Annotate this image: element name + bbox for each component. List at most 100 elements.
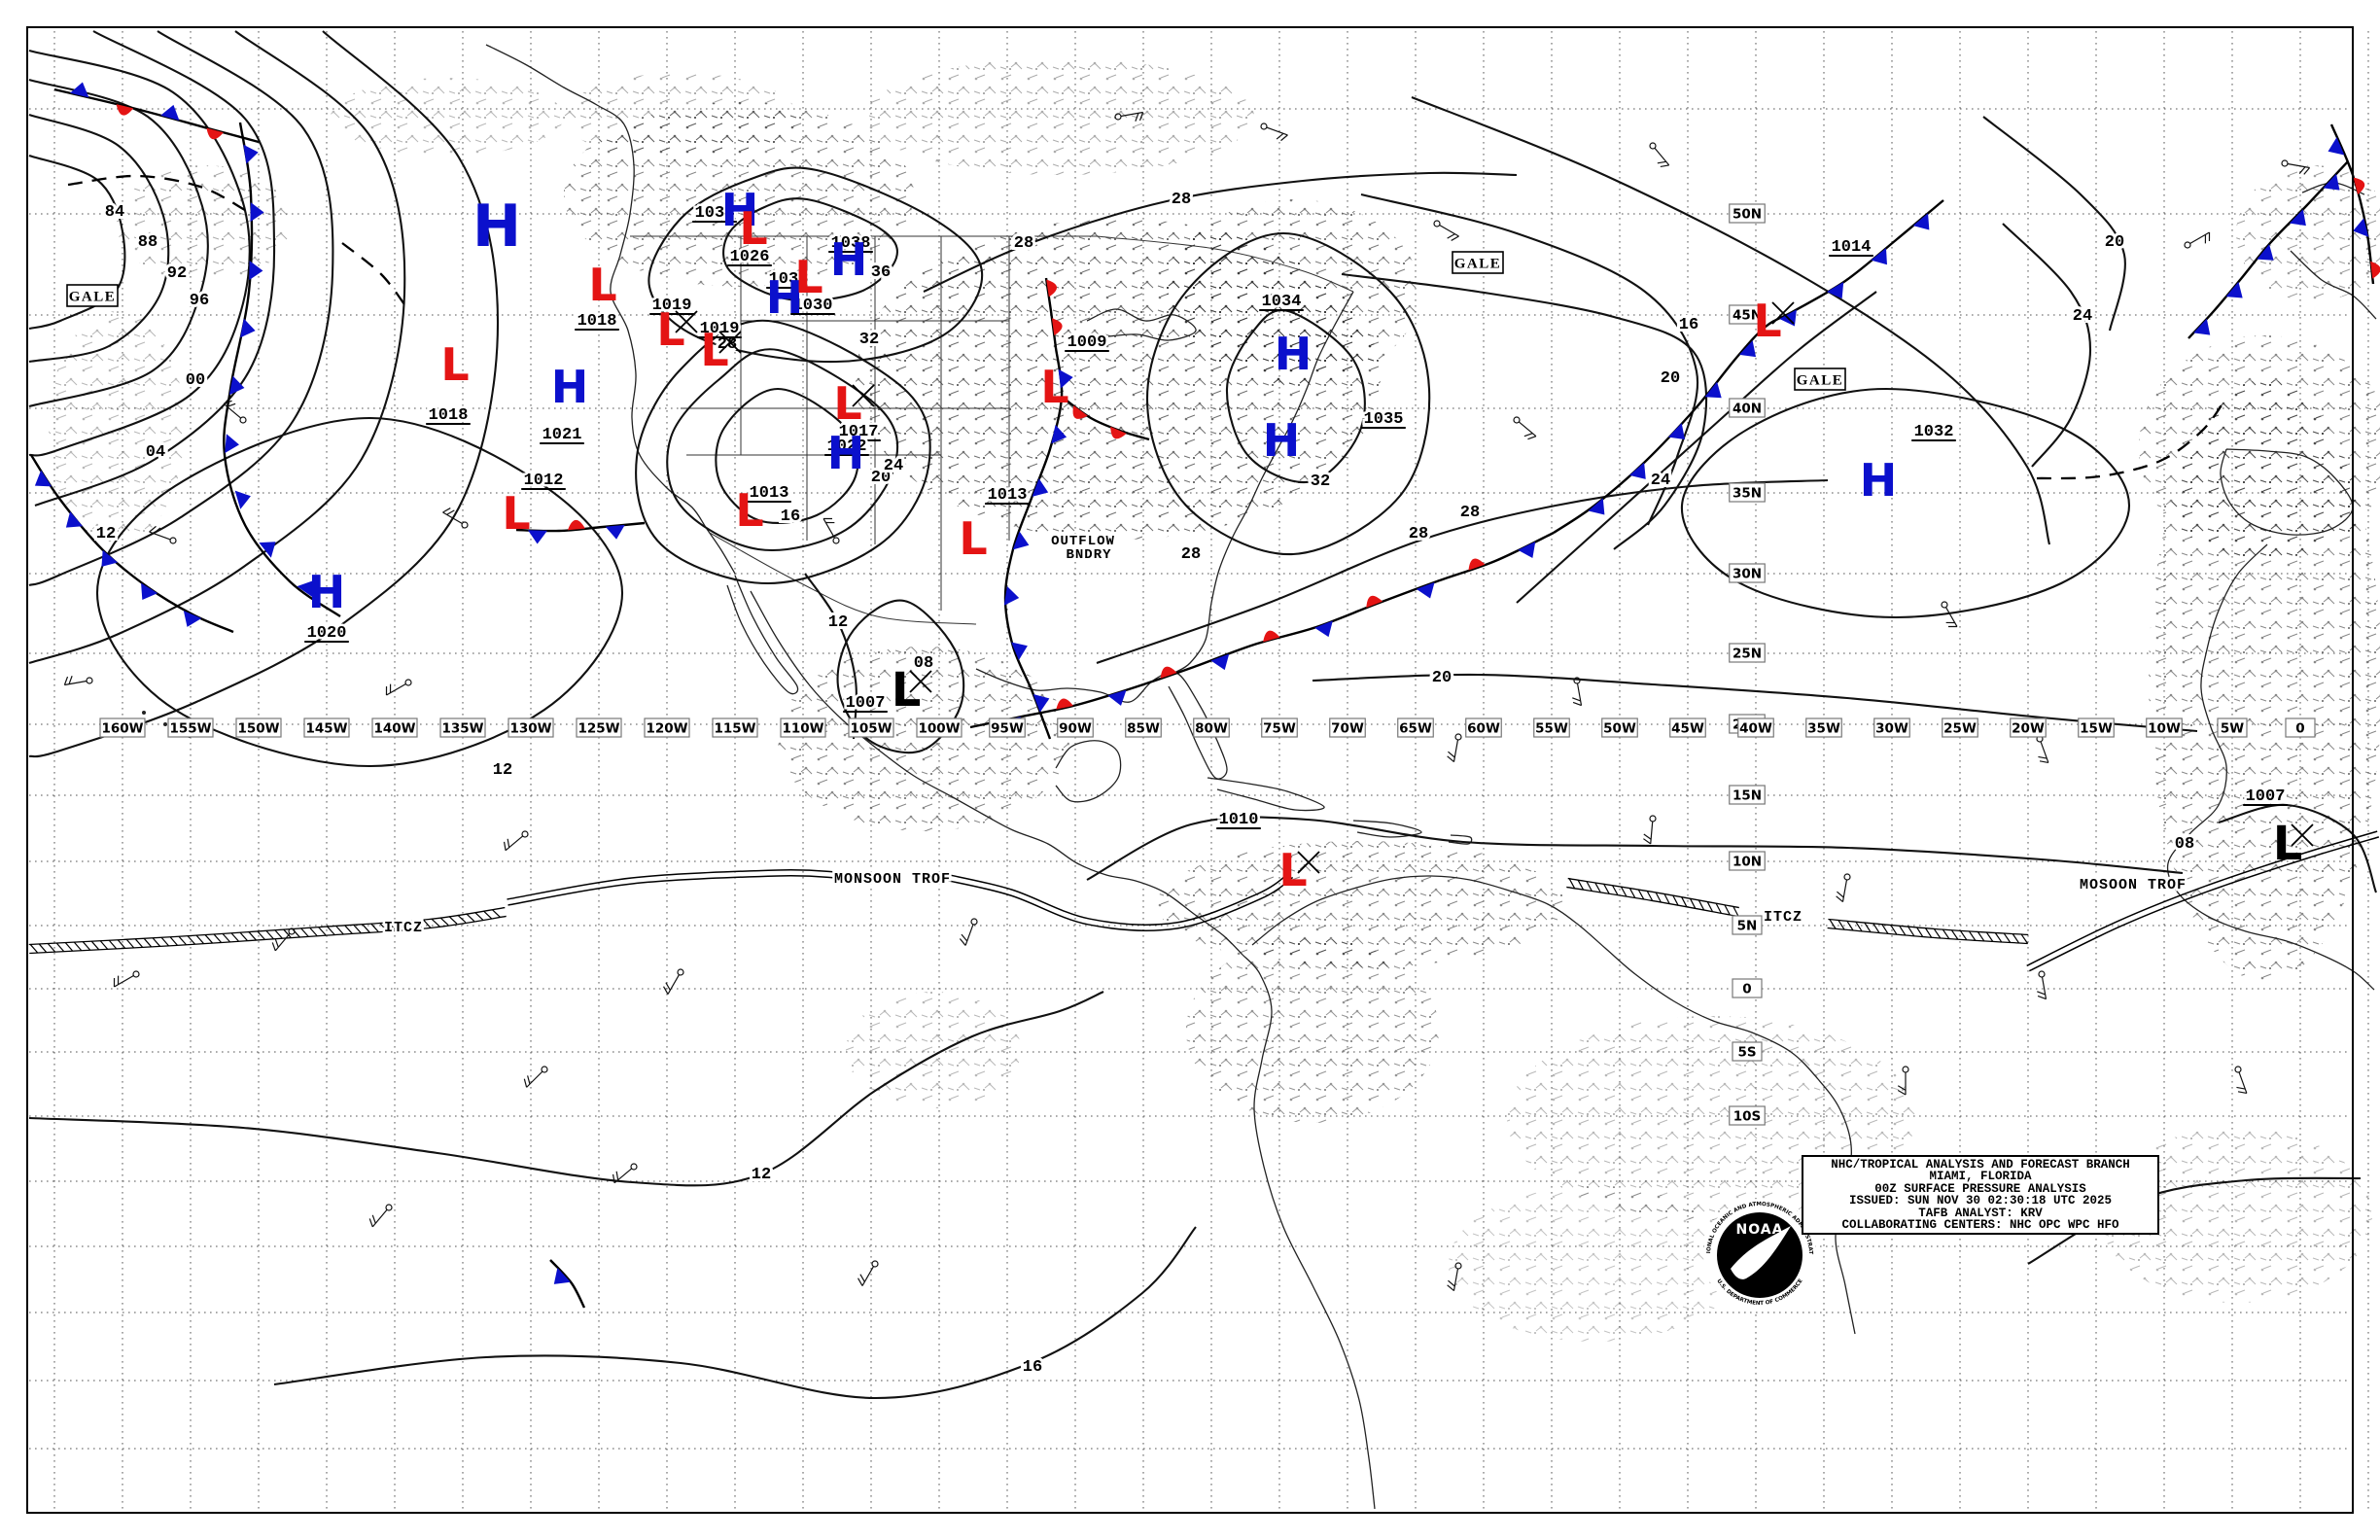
svg-text:L: L bbox=[2273, 817, 2303, 871]
svg-text:145W: 145W bbox=[305, 721, 347, 737]
itcz-hatch bbox=[1872, 923, 1880, 933]
monsoon-trof-line bbox=[507, 869, 839, 900]
isobar bbox=[1096, 478, 1829, 664]
itcz-hatch bbox=[117, 939, 126, 949]
svg-text:85W: 85W bbox=[1127, 721, 1160, 737]
trof-dashed bbox=[67, 174, 246, 212]
itcz-hatch bbox=[239, 931, 248, 941]
warm-front-semicircle bbox=[567, 519, 585, 531]
station-density-region bbox=[2100, 1128, 2372, 1303]
itcz-hatch bbox=[309, 927, 318, 937]
warm-front-semicircle bbox=[1263, 630, 1280, 643]
svg-text:45W: 45W bbox=[1671, 721, 1704, 737]
longitude-label-box bbox=[576, 718, 622, 738]
pressure-value: 1032 bbox=[1911, 421, 1956, 444]
cold-front-triangle bbox=[1032, 693, 1050, 713]
itcz-hatch bbox=[178, 935, 188, 946]
itcz-hatch bbox=[152, 937, 161, 947]
svg-text:1020: 1020 bbox=[307, 624, 347, 643]
longitude-label-box bbox=[2010, 718, 2047, 738]
cold-front-triangle bbox=[1032, 478, 1049, 497]
isobar-label: 20 bbox=[871, 469, 891, 487]
itcz-hatch bbox=[169, 936, 178, 946]
itcz-band-edge bbox=[1827, 927, 2028, 945]
isobar bbox=[1680, 387, 2131, 619]
high-pressure-symbol: H bbox=[830, 233, 868, 286]
itcz-hatch bbox=[1646, 891, 1654, 901]
high-pressure-symbol: H bbox=[766, 271, 804, 324]
isobar-label: 28 bbox=[1014, 234, 1033, 253]
pressure-value: 1030 bbox=[790, 295, 835, 318]
monsoon-trof-line bbox=[2026, 830, 2378, 966]
itcz-hatch bbox=[1637, 889, 1645, 900]
svg-text:1021: 1021 bbox=[542, 426, 582, 444]
svg-text:75W: 75W bbox=[1263, 721, 1296, 737]
svg-text:H: H bbox=[766, 271, 804, 324]
svg-text:H: H bbox=[721, 184, 759, 236]
itcz-hatch bbox=[143, 937, 153, 948]
station-density-region bbox=[778, 647, 1069, 831]
itcz-hatch bbox=[82, 941, 91, 951]
wind-barb bbox=[1836, 873, 1851, 903]
svg-text:150W: 150W bbox=[237, 721, 279, 737]
itcz-hatch bbox=[431, 918, 440, 928]
itcz-hatch bbox=[99, 940, 109, 950]
cold-front-triangle bbox=[297, 580, 313, 598]
svg-text:L: L bbox=[1278, 844, 1307, 896]
longitude-label-box bbox=[508, 718, 554, 738]
isobar bbox=[648, 166, 984, 364]
station-density-region bbox=[564, 73, 797, 160]
isobar bbox=[1086, 816, 2184, 881]
svg-text:H: H bbox=[308, 566, 346, 618]
itcz-hatch bbox=[1594, 882, 1601, 893]
wind-barb bbox=[1447, 1262, 1462, 1292]
svg-text:120W: 120W bbox=[646, 721, 687, 737]
cold-front-triangle bbox=[2193, 318, 2211, 335]
low-pressure-symbol: L bbox=[739, 202, 767, 255]
latitude-label-box bbox=[1732, 1041, 1763, 1062]
svg-text:50N: 50N bbox=[1732, 207, 1762, 223]
warm-front-semicircle bbox=[1046, 279, 1058, 298]
wind-barb bbox=[368, 1204, 393, 1228]
longitude-label-box bbox=[1397, 718, 1434, 738]
noaa-logo: NATIONAL OCEANIC AND ATMOSPHERIC ADMINIS… bbox=[1703, 1199, 1816, 1312]
warm-front-semicircle bbox=[1072, 404, 1088, 419]
svg-text:1032: 1032 bbox=[1914, 423, 1954, 441]
itcz-hatch bbox=[1628, 888, 1636, 898]
coastline bbox=[1352, 820, 1422, 838]
stationary-front bbox=[969, 531, 1555, 729]
station-density-region bbox=[1449, 1186, 1740, 1342]
trof-dashed bbox=[341, 242, 407, 308]
svg-text:0: 0 bbox=[1742, 982, 1751, 998]
svg-text:1018: 1018 bbox=[429, 406, 469, 425]
pressure-value: 1013 bbox=[985, 484, 1030, 508]
itcz-hatch bbox=[29, 944, 39, 954]
svg-text:1034: 1034 bbox=[1262, 293, 1302, 311]
itcz-band-edge bbox=[1567, 877, 1739, 909]
svg-text:H: H bbox=[1275, 328, 1312, 380]
isobar-label: 32 bbox=[859, 331, 879, 349]
warm-front-semicircle bbox=[1160, 666, 1177, 679]
itcz-hatch bbox=[1838, 920, 1845, 930]
svg-text:GALE: GALE bbox=[1797, 373, 1844, 389]
coastline bbox=[726, 575, 799, 695]
itcz-hatch bbox=[257, 930, 265, 940]
isobar bbox=[1411, 96, 2051, 545]
noaa-bird-icon bbox=[1731, 1226, 1791, 1279]
coastline bbox=[1207, 777, 1325, 812]
isobar-label: 84 bbox=[105, 203, 124, 222]
cold-front-triangle bbox=[1012, 531, 1030, 550]
cold-front bbox=[1553, 199, 1944, 534]
itcz-hatch bbox=[1672, 894, 1679, 906]
monsoon-trof-line bbox=[2028, 836, 2380, 972]
wind-barb bbox=[523, 1066, 548, 1088]
isobar bbox=[34, 30, 276, 507]
cold-front-triangle bbox=[1003, 585, 1020, 606]
svg-text:140W: 140W bbox=[373, 721, 415, 737]
station-density-region bbox=[117, 165, 292, 282]
itcz-hatch bbox=[344, 925, 353, 934]
svg-text:65W: 65W bbox=[1399, 721, 1432, 737]
itcz-hatch bbox=[335, 925, 344, 935]
gale-badge: GALE bbox=[1794, 368, 1846, 391]
